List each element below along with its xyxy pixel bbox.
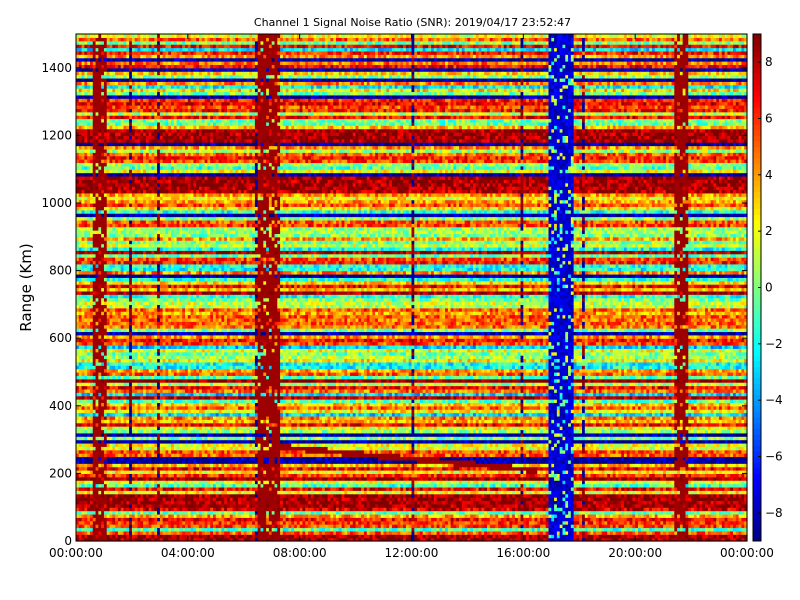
heatmap-cells	[76, 34, 748, 542]
